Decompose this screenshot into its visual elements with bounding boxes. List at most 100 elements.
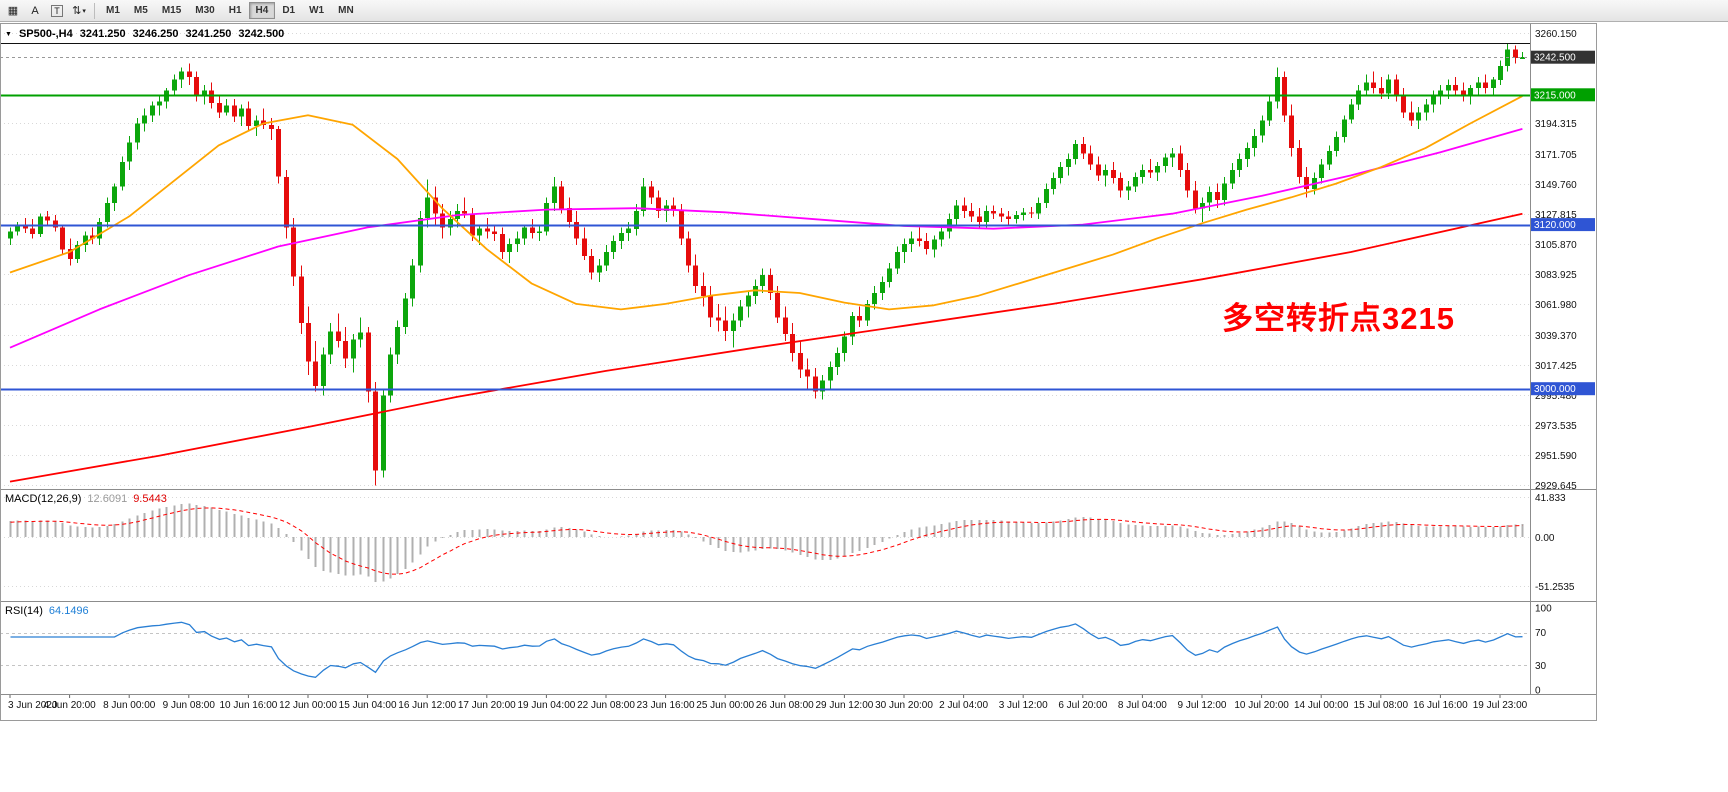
blue-level-lower-badge-text: 3000.000 <box>1534 384 1576 395</box>
time-label: 6 Jul 20:00 <box>1058 700 1107 711</box>
panel-separators <box>0 23 1597 695</box>
candlesticks <box>8 42 1525 486</box>
svg-text:2951.590: 2951.590 <box>1535 451 1577 462</box>
chart-grid-icon[interactable]: ▦ <box>2 2 24 20</box>
svg-text:41.833: 41.833 <box>1535 493 1566 504</box>
time-label: 10 Jul 20:00 <box>1234 700 1289 711</box>
text-label-icon[interactable]: T <box>46 2 68 20</box>
toolbar-icon-group: ▦ A T ⇅ ▾ <box>2 0 90 22</box>
svg-text:70: 70 <box>1535 628 1547 639</box>
cursor-tool-icon-glyph: ⇅ <box>72 4 82 17</box>
symbol-info: ▼ SP500-,H4 3241.250 3246.250 3241.250 3… <box>5 28 284 40</box>
price-axis-badges: 3242.500 3215.000 3120.000 3000.000 <box>1531 50 1595 396</box>
time-label: 16 Jun 12:00 <box>398 700 456 711</box>
time-label: 8 Jun 00:00 <box>103 700 156 711</box>
time-label: 23 Jun 16:00 <box>637 700 695 711</box>
timeframe-button-h1[interactable]: H1 <box>222 2 249 19</box>
time-label: 15 Jul 08:00 <box>1354 700 1409 711</box>
time-label: 15 Jun 04:00 <box>339 700 397 711</box>
svg-text:2929.645: 2929.645 <box>1535 481 1577 492</box>
price-gridlines <box>0 33 1530 486</box>
text-a-icon[interactable]: A <box>24 2 46 20</box>
price-axis[interactable]: 3260.150 3194.315 3171.705 3149.760 3127.815… <box>1535 29 1577 492</box>
time-label: 30 Jun 20:00 <box>875 700 933 711</box>
svg-text:3061.980: 3061.980 <box>1535 300 1577 311</box>
symbol-title: SP500-,H4 <box>18 28 73 40</box>
time-label: 29 Jun 12:00 <box>815 700 873 711</box>
rsi-line <box>10 621 1523 678</box>
svg-text:2995.480: 2995.480 <box>1535 391 1577 402</box>
time-label: 19 Jun 04:00 <box>517 700 575 711</box>
toolbar-separator <box>94 2 95 19</box>
time-label: 3 Jul 12:00 <box>999 700 1048 711</box>
macd-grid: 41.833 0.00 -51.2535 <box>0 493 1575 593</box>
chart-grid-icon-glyph: ▦ <box>7 4 19 17</box>
time-label: 3 Jun 2020 <box>8 700 58 711</box>
moving-averages <box>9 95 1523 483</box>
svg-text:3105.870: 3105.870 <box>1535 240 1577 251</box>
time-label: 10 Jun 16:00 <box>219 700 277 711</box>
cursor-tool-icon[interactable]: ⇅ ▾ <box>68 2 90 20</box>
blue-level-upper-badge <box>1531 218 1595 232</box>
macd-signal-line <box>10 507 1523 575</box>
chart-menu-icon[interactable]: ▼ <box>5 30 12 38</box>
toolbar: ▦ A T ⇅ ▾ M1 M5 M15 M30 H1 H4 D1 W1 MN <box>0 0 1728 22</box>
timeframe-button-m1[interactable]: M1 <box>99 2 127 19</box>
ma-long-red <box>9 212 1523 483</box>
time-label: 25 Jun 00:00 <box>696 700 754 711</box>
green-level-badge-text: 3215.000 <box>1534 90 1576 101</box>
current-price-badge-text: 3242.500 <box>1534 53 1576 64</box>
ohlc-close: 3242.500 <box>238 28 285 40</box>
macd-title: MACD(12,26,9) <box>5 493 82 505</box>
ohlc-open: 3241.250 <box>79 28 126 40</box>
text-a-icon-glyph: A <box>31 4 39 17</box>
time-label: 16 Jul 16:00 <box>1413 700 1468 711</box>
timeframe-button-d1[interactable]: D1 <box>275 2 302 19</box>
time-label: 9 Jul 12:00 <box>1178 700 1227 711</box>
timeframe-button-mn[interactable]: MN <box>331 2 361 19</box>
time-label: 2 Jul 04:00 <box>939 700 988 711</box>
timeframe-button-m30[interactable]: M30 <box>188 2 221 19</box>
time-label: 4 Jun 20:00 <box>43 700 96 711</box>
macd-label: MACD(12,26,9) 12.6091 9.5443 <box>5 493 167 505</box>
time-label: 17 Jun 20:00 <box>458 700 516 711</box>
green-level-badge <box>1531 88 1595 102</box>
ma-mid-magenta <box>9 128 1523 349</box>
annotation-text: 多空转折点3215 <box>1222 301 1455 336</box>
svg-text:2973.535: 2973.535 <box>1535 421 1577 432</box>
svg-text:3260.150: 3260.150 <box>1535 29 1577 40</box>
time-label: 22 Jun 08:00 <box>577 700 635 711</box>
timeframe-button-w1[interactable]: W1 <box>302 2 331 19</box>
svg-text:3083.925: 3083.925 <box>1535 270 1577 281</box>
window-border <box>0 23 1597 721</box>
rsi-value: 64.1496 <box>48 605 89 617</box>
time-label: 19 Jul 23:00 <box>1473 700 1528 711</box>
svg-text:30: 30 <box>1535 661 1547 672</box>
chart-window: 3260.150 3194.315 3171.705 3149.760 3127.815… <box>0 23 1597 721</box>
blue-level-lower-badge <box>1531 382 1595 396</box>
current-price-badge <box>1531 50 1595 64</box>
svg-text:3017.425: 3017.425 <box>1535 361 1577 372</box>
svg-text:3127.815: 3127.815 <box>1535 210 1577 221</box>
svg-text:-51.2535: -51.2535 <box>1535 582 1575 593</box>
svg-text:3149.760: 3149.760 <box>1535 180 1577 191</box>
time-label: 8 Jul 04:00 <box>1118 700 1167 711</box>
time-label: 26 Jun 08:00 <box>756 700 814 711</box>
time-label: 12 Jun 00:00 <box>279 700 337 711</box>
macd-main-value: 12.6091 <box>87 493 128 505</box>
macd-histogram <box>9 503 1524 582</box>
ohlc-low: 3241.250 <box>185 28 232 40</box>
svg-text:0.00: 0.00 <box>1535 533 1555 544</box>
rsi-grid: 100 70 30 0 <box>0 604 1552 697</box>
timeframe-button-m5[interactable]: M5 <box>127 2 155 19</box>
timeframe-button-m15[interactable]: M15 <box>155 2 188 19</box>
horizontal-lines[interactable] <box>0 43 1530 391</box>
svg-text:0: 0 <box>1535 686 1541 697</box>
rsi-label: RSI(14) 64.1496 <box>5 605 89 617</box>
rsi-title: RSI(14) <box>5 605 43 617</box>
svg-text:3194.315: 3194.315 <box>1535 119 1577 130</box>
ohlc-high: 3246.250 <box>132 28 179 40</box>
timeframe-button-h4[interactable]: H4 <box>248 2 276 19</box>
chart-canvas[interactable]: 3260.150 3194.315 3171.705 3149.760 3127.815… <box>0 23 1597 721</box>
